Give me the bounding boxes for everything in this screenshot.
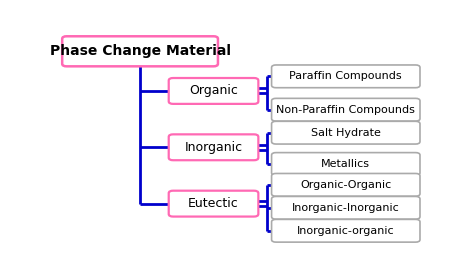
FancyBboxPatch shape [169, 78, 258, 104]
FancyBboxPatch shape [272, 153, 420, 175]
FancyBboxPatch shape [272, 65, 420, 88]
Text: Inorganic: Inorganic [184, 141, 243, 154]
Text: Organic-Organic: Organic-Organic [300, 180, 392, 190]
FancyBboxPatch shape [169, 134, 258, 160]
Text: Salt Hydrate: Salt Hydrate [311, 128, 381, 138]
FancyBboxPatch shape [272, 98, 420, 121]
FancyBboxPatch shape [272, 220, 420, 242]
Text: Eutectic: Eutectic [188, 197, 239, 210]
Text: Organic: Organic [189, 85, 238, 98]
Text: Paraffin Compounds: Paraffin Compounds [290, 71, 402, 81]
Text: Non-Paraffin Compounds: Non-Paraffin Compounds [276, 105, 415, 115]
FancyBboxPatch shape [169, 191, 258, 217]
FancyBboxPatch shape [272, 121, 420, 144]
FancyBboxPatch shape [62, 36, 218, 66]
Text: Inorganic-organic: Inorganic-organic [297, 226, 394, 236]
Text: Metallics: Metallics [321, 159, 370, 169]
FancyBboxPatch shape [272, 173, 420, 196]
FancyBboxPatch shape [272, 196, 420, 219]
Text: Phase Change Material: Phase Change Material [50, 44, 230, 58]
Text: Inorganic-Inorganic: Inorganic-Inorganic [292, 203, 400, 213]
